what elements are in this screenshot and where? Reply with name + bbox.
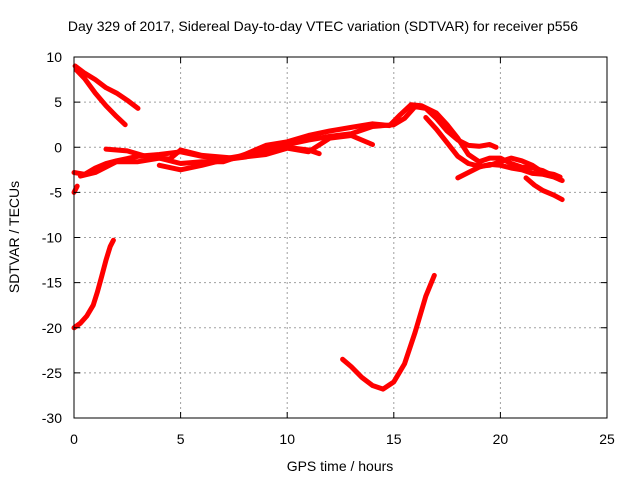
y-tick-label: -15 bbox=[42, 275, 62, 291]
grid-lines bbox=[74, 57, 607, 418]
y-tick-label: -20 bbox=[42, 320, 62, 336]
y-tick-label: -10 bbox=[42, 230, 62, 246]
data-tracks bbox=[71, 63, 565, 392]
x-tick-labels: 0 5 10 15 20 25 bbox=[70, 431, 615, 447]
data-series-arc-5 bbox=[77, 102, 563, 183]
x-tick-label: 15 bbox=[386, 431, 402, 447]
y-axis-label: SDTVAR / TECUs bbox=[6, 181, 22, 293]
data-series-arc-11 bbox=[71, 237, 116, 331]
data-series-arc-1 bbox=[72, 63, 141, 111]
x-axis-label: GPS time / hours bbox=[287, 458, 394, 474]
y-tick-label: -30 bbox=[42, 410, 62, 426]
y-tick-labels: -30 -25 -20 -15 -10 -5 0 5 10 bbox=[42, 49, 62, 426]
x-tick-label: 0 bbox=[70, 431, 78, 447]
chart-title: Day 329 of 2017, Sidereal Day-to-day VTE… bbox=[68, 18, 578, 34]
data-series-arc-9 bbox=[455, 161, 565, 184]
axis-ticks bbox=[73, 56, 608, 419]
x-tick-label: 5 bbox=[177, 431, 185, 447]
x-tick-label: 10 bbox=[279, 431, 295, 447]
data-series-arc-7 bbox=[156, 144, 322, 173]
x-tick-label: 25 bbox=[599, 431, 615, 447]
data-series-arc-10 bbox=[523, 175, 565, 203]
data-series-arc-12 bbox=[340, 272, 437, 392]
y-tick-label: 5 bbox=[54, 94, 62, 110]
data-series-arc-2 bbox=[73, 67, 128, 128]
y-tick-label: 10 bbox=[46, 49, 62, 65]
data-series-arc-3 bbox=[71, 183, 80, 195]
y-tick-label: 0 bbox=[54, 139, 62, 155]
data-series-arc-4 bbox=[71, 104, 499, 177]
y-tick-label: -5 bbox=[50, 184, 63, 200]
x-tick-label: 20 bbox=[493, 431, 509, 447]
y-tick-label: -25 bbox=[42, 365, 62, 381]
